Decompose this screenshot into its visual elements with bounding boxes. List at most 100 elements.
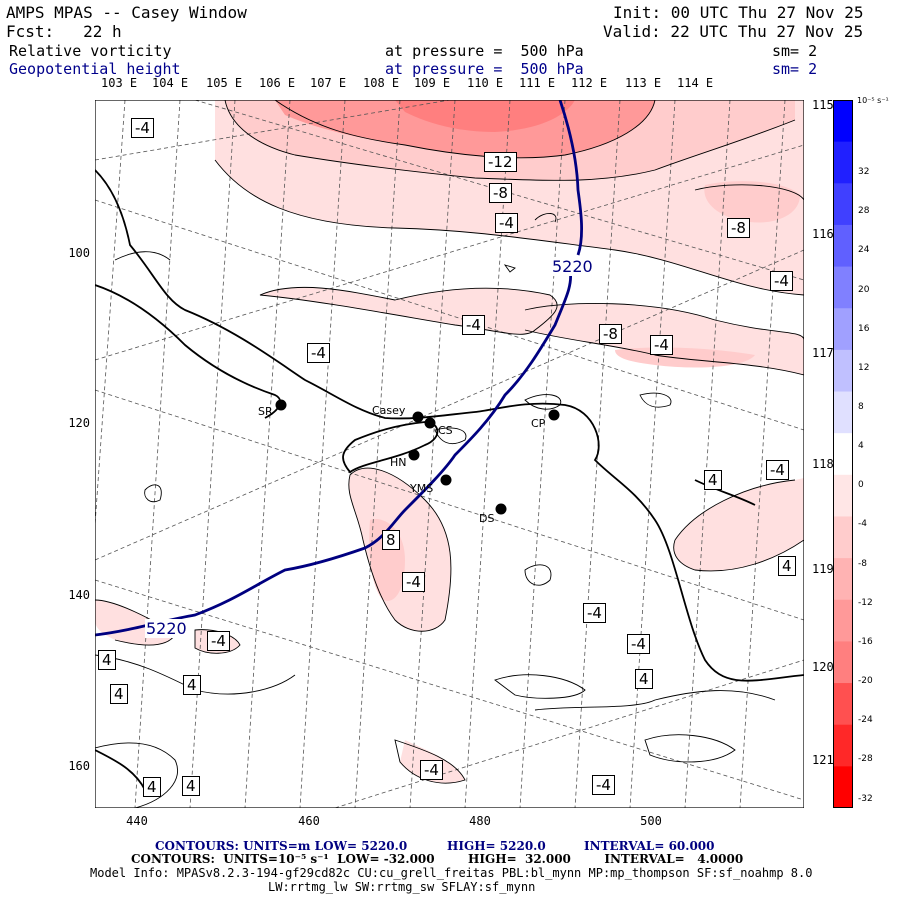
vort-contour-label: 4 <box>635 669 653 689</box>
lon-label-9: 112 E <box>571 76 608 90</box>
lon-label-7: 110 E <box>467 76 504 90</box>
vorticity-shading-peak <box>395 100 575 132</box>
colorbar-tick: -4 <box>858 519 867 530</box>
station-label-cs: CS <box>438 424 453 437</box>
footer-height-contours: CONTOURS: UNITS=m LOW= 5220.0 <box>155 839 408 853</box>
footer-height-high: HIGH= 5220.0 <box>447 839 546 853</box>
plot-title: AMPS MPAS -- Casey Window <box>6 3 247 22</box>
vorticity-contours <box>95 100 804 808</box>
vort-contour-label: -4 <box>592 775 615 795</box>
station-label-casey: Casey <box>372 404 406 417</box>
x-tick-500: 500 <box>640 814 662 828</box>
lon-label-6: 109 E <box>414 76 451 90</box>
lon-label-2: 105 E <box>206 76 243 90</box>
lon-label-8: 111 E <box>519 76 556 90</box>
station-dot-cp <box>548 409 560 421</box>
vort-contour-label: -4 <box>131 118 154 138</box>
footer-model-info: Model Info: MPASv8.2.3-194-gf29cd82c CU:… <box>90 866 813 880</box>
station-dot-hn <box>408 449 420 461</box>
colorbar-frame <box>833 100 853 808</box>
vort-contour-label: -4 <box>462 315 485 335</box>
colorbar-segment <box>833 100 853 143</box>
field1-level: at pressure = 500 hPa <box>385 42 584 60</box>
colorbar-segment <box>833 141 853 184</box>
y-tick-140: 140 <box>68 588 90 602</box>
station-label-ds: DS <box>479 512 495 525</box>
valid-time: Valid: 22 UTC Thu 27 Nov 25 <box>603 22 864 41</box>
lon-label-10: 113 E <box>625 76 662 90</box>
field2-sm: sm= 2 <box>772 60 818 78</box>
colorbar-segment <box>833 224 853 268</box>
map-plot <box>95 100 804 808</box>
field1-sm: sm= 2 <box>772 42 818 60</box>
vort-contour-label: 4 <box>704 470 722 490</box>
colorbar-segment <box>833 391 853 434</box>
vort-contour-label: 4 <box>98 650 116 670</box>
station-label-sr: SR <box>258 405 273 418</box>
height-label-1: 5220 <box>551 257 594 276</box>
vort-contour-label: -4 <box>627 634 650 654</box>
colorbar-segment <box>833 349 853 393</box>
colorbar-segment <box>833 599 853 642</box>
station-label-yms: YMS <box>410 482 434 495</box>
colorbar-tick: -28 <box>858 754 873 765</box>
lon-label-11: 114 E <box>677 76 714 90</box>
y-tick-120: 120 <box>68 416 90 430</box>
colorbar-tick: 0 <box>858 480 864 491</box>
colorbar-unit: 10⁻⁵ s⁻¹ <box>857 96 889 105</box>
stations <box>275 399 560 515</box>
x-tick-440: 440 <box>126 814 148 828</box>
field2-name: Geopotential height <box>9 60 181 78</box>
colorbar-segment <box>833 683 853 726</box>
coastline <box>95 169 804 791</box>
colorbar-segment <box>833 724 853 767</box>
lon-label-0: 103 E <box>101 76 138 90</box>
vort-contour-label: 4 <box>183 675 201 695</box>
footer-model-info-2: LW:rrtmg_lw SW:rrtmg_sw SFLAY:sf_mynn <box>268 880 536 894</box>
field1-name: Relative vorticity <box>9 42 172 60</box>
colorbar-segment <box>833 641 853 684</box>
vort-contour-label: -8 <box>599 324 622 344</box>
x-tick-460: 460 <box>298 814 320 828</box>
colorbar-tick: 28 <box>858 206 870 217</box>
station-dot-ds <box>495 503 507 515</box>
vort-contour-label: 4 <box>778 556 796 576</box>
colorbar-segment <box>833 766 853 808</box>
forecast-hour: Fcst: 22 h <box>6 22 122 41</box>
colorbar-segment <box>833 433 853 476</box>
colorbar-tick: 16 <box>858 323 870 334</box>
vort-contour-label: 8 <box>382 530 400 550</box>
station-dot-cs <box>424 417 436 429</box>
colorbar-tick: -20 <box>858 676 873 687</box>
vort-contour-label: -4 <box>307 343 330 363</box>
graticule <box>95 100 804 808</box>
vort-contour-label: -4 <box>770 271 793 291</box>
colorbar-tick: -8 <box>858 558 867 569</box>
colorbar-tick: -12 <box>858 597 873 608</box>
colorbar-tick: 24 <box>858 245 870 256</box>
vort-contour-label: 4 <box>110 684 128 704</box>
vort-contour-label: -4 <box>583 603 606 623</box>
colorbar-tick: -24 <box>858 715 873 726</box>
colorbar-segment <box>833 474 853 517</box>
station-dot-yms <box>440 474 452 486</box>
lon-label-4: 107 E <box>310 76 347 90</box>
vort-contour-label: -4 <box>420 760 443 780</box>
colorbar-segment <box>833 308 853 351</box>
lon-label-1: 104 E <box>152 76 189 90</box>
colorbar-tick: 20 <box>858 284 870 295</box>
footer-height-interval: INTERVAL= 60.000 <box>584 839 715 853</box>
vort-contour-label: -4 <box>495 213 518 233</box>
colorbar-tick: -32 <box>858 793 873 804</box>
field2-level: at pressure = 500 hPa <box>385 60 584 78</box>
colorbar-segment <box>833 516 853 559</box>
station-label-cp: CP <box>531 417 546 430</box>
colorbar-tick: 4 <box>858 441 864 452</box>
lon-label-5: 108 E <box>363 76 400 90</box>
height-label-2: 5220 <box>145 619 188 638</box>
station-dot-sr <box>275 399 287 411</box>
colorbar-segment <box>833 266 853 309</box>
colorbar-tick: -16 <box>858 636 873 647</box>
footer-vort-contours: CONTOURS: UNITS=10⁻⁵ s⁻¹ LOW= -32.000 HI… <box>131 852 744 866</box>
vort-contour-label: 4 <box>182 776 200 796</box>
